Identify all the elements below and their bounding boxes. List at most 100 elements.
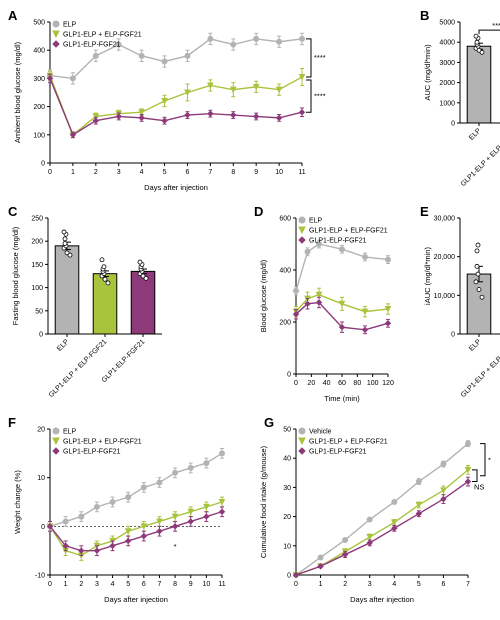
svg-text:GLP1-ELP-FGF21: GLP1-ELP-FGF21 <box>63 449 121 456</box>
svg-text:9: 9 <box>254 169 258 176</box>
svg-text:GLP1-ELP + ELP-FGF21: GLP1-ELP + ELP-FGF21 <box>460 338 500 399</box>
svg-text:5000: 5000 <box>439 20 455 27</box>
svg-text:-10: -10 <box>35 573 45 580</box>
panel-label-b: B <box>420 8 429 23</box>
svg-text:6: 6 <box>441 581 445 588</box>
svg-text:7: 7 <box>466 581 470 588</box>
svg-text:1: 1 <box>64 581 68 588</box>
svg-text:iAUC (mg/dl*min): iAUC (mg/dl*min) <box>423 247 432 305</box>
svg-text:****: **** <box>314 92 326 101</box>
svg-text:0: 0 <box>287 573 291 580</box>
svg-text:9: 9 <box>189 581 193 588</box>
svg-text:200: 200 <box>33 104 45 111</box>
svg-text:GLP1-ELP + ELP-FGF21: GLP1-ELP + ELP-FGF21 <box>63 439 142 446</box>
svg-text:20: 20 <box>283 514 291 521</box>
svg-text:NS: NS <box>474 483 484 492</box>
svg-text:600: 600 <box>279 216 291 223</box>
svg-text:11: 11 <box>298 169 305 176</box>
svg-text:10: 10 <box>37 475 45 482</box>
svg-text:0: 0 <box>39 332 43 339</box>
svg-text:10: 10 <box>275 169 283 176</box>
svg-text:GLP1-ELP + ELP-FGF21: GLP1-ELP + ELP-FGF21 <box>309 439 388 446</box>
svg-text:80: 80 <box>353 380 361 387</box>
svg-text:****: **** <box>314 53 326 62</box>
svg-text:250: 250 <box>31 216 43 223</box>
panel-a: A 010020030040050001234567891011Days aft… <box>8 8 414 198</box>
svg-text:0: 0 <box>451 332 455 339</box>
svg-text:50: 50 <box>283 427 291 434</box>
figure-grid: A 010020030040050001234567891011Days aft… <box>8 8 492 610</box>
svg-text:40: 40 <box>323 380 331 387</box>
svg-text:5: 5 <box>126 581 130 588</box>
panel-label-g: G <box>264 415 274 430</box>
svg-text:200: 200 <box>31 239 43 246</box>
svg-text:100: 100 <box>31 285 43 292</box>
svg-text:Vehicle: Vehicle <box>309 429 332 436</box>
svg-text:3: 3 <box>117 169 121 176</box>
svg-text:****: **** <box>492 21 500 30</box>
svg-text:0: 0 <box>294 380 298 387</box>
svg-text:4: 4 <box>111 581 115 588</box>
chart-d: 0200400600020406080100120Time (min)Blood… <box>254 204 414 404</box>
svg-text:60: 60 <box>338 380 346 387</box>
svg-text:8: 8 <box>173 581 177 588</box>
panel-label-d: D <box>254 204 263 219</box>
svg-text:20: 20 <box>37 427 45 434</box>
svg-text:200: 200 <box>279 320 291 327</box>
chart-f: -100102001234567891011Days after injecti… <box>8 415 248 605</box>
svg-text:Fasting blood glucose (mg/dl): Fasting blood glucose (mg/dl) <box>11 226 20 325</box>
svg-text:6: 6 <box>142 581 146 588</box>
panel-f: F -100102001234567891011Days after injec… <box>8 415 248 610</box>
svg-text:ELP: ELP <box>56 338 71 353</box>
panel-b: B 010002000300040005000AUC (mg/dl*min)EL… <box>420 8 500 198</box>
svg-text:1: 1 <box>319 581 323 588</box>
svg-text:3: 3 <box>95 581 99 588</box>
svg-text:2: 2 <box>94 169 98 176</box>
svg-text:4: 4 <box>392 581 396 588</box>
svg-text:Days after injection: Days after injection <box>104 595 168 604</box>
svg-text:10,000: 10,000 <box>434 293 456 300</box>
svg-text:5: 5 <box>163 169 167 176</box>
svg-text:GLP1-ELP-FGF21: GLP1-ELP-FGF21 <box>101 338 147 384</box>
svg-text:7: 7 <box>158 581 162 588</box>
svg-text:Blood glucose (mg/dl): Blood glucose (mg/dl) <box>259 259 268 332</box>
svg-text:GLP1-ELP-FGF21: GLP1-ELP-FGF21 <box>309 238 367 245</box>
panel-d: D 0200400600020406080100120Time (min)Blo… <box>254 204 414 409</box>
svg-text:ELP: ELP <box>63 429 77 436</box>
svg-text:ELP: ELP <box>468 127 483 142</box>
svg-text:2: 2 <box>343 581 347 588</box>
svg-text:10: 10 <box>202 581 210 588</box>
svg-text:Time (min): Time (min) <box>324 394 360 403</box>
svg-text:GLP1-ELP-FGF21: GLP1-ELP-FGF21 <box>309 449 367 456</box>
svg-text:Ambient blood glucose (mg/dl): Ambient blood glucose (mg/dl) <box>13 41 22 143</box>
svg-text:0: 0 <box>41 524 45 531</box>
svg-text:300: 300 <box>33 76 45 83</box>
panel-label-f: F <box>8 415 16 430</box>
panel-g: G 0102030405001234567Days after injectio… <box>254 415 500 610</box>
svg-text:ELP: ELP <box>468 338 483 353</box>
svg-text:Days after injection: Days after injection <box>350 595 414 604</box>
svg-text:Days after injection: Days after injection <box>144 183 208 192</box>
svg-text:20: 20 <box>307 380 315 387</box>
svg-text:4000: 4000 <box>439 40 455 47</box>
svg-text:AUC (mg/dl*min): AUC (mg/dl*min) <box>423 44 432 101</box>
svg-text:ELP: ELP <box>63 22 77 29</box>
svg-text:GLP1-ELP + ELP-FGF21: GLP1-ELP + ELP-FGF21 <box>460 127 500 188</box>
svg-text:500: 500 <box>33 20 45 27</box>
svg-text:*: * <box>174 542 177 551</box>
panel-c: C 050100150200250Fasting blood glucose (… <box>8 204 248 409</box>
svg-text:1: 1 <box>71 169 75 176</box>
svg-text:100: 100 <box>367 380 379 387</box>
panel-label-e: E <box>420 204 429 219</box>
chart-c: 050100150200250Fasting blood glucose (mg… <box>8 204 168 404</box>
chart-b: 010002000300040005000AUC (mg/dl*min)ELPG… <box>420 8 500 193</box>
svg-text:2000: 2000 <box>439 80 455 87</box>
svg-text:30: 30 <box>283 485 291 492</box>
svg-text:0: 0 <box>48 581 52 588</box>
svg-text:5: 5 <box>417 581 421 588</box>
svg-text:120: 120 <box>382 380 394 387</box>
svg-text:10: 10 <box>283 543 291 550</box>
svg-text:30,000: 30,000 <box>434 216 456 223</box>
svg-text:6: 6 <box>186 169 190 176</box>
chart-g: 0102030405001234567Days after injectionC… <box>254 415 494 605</box>
